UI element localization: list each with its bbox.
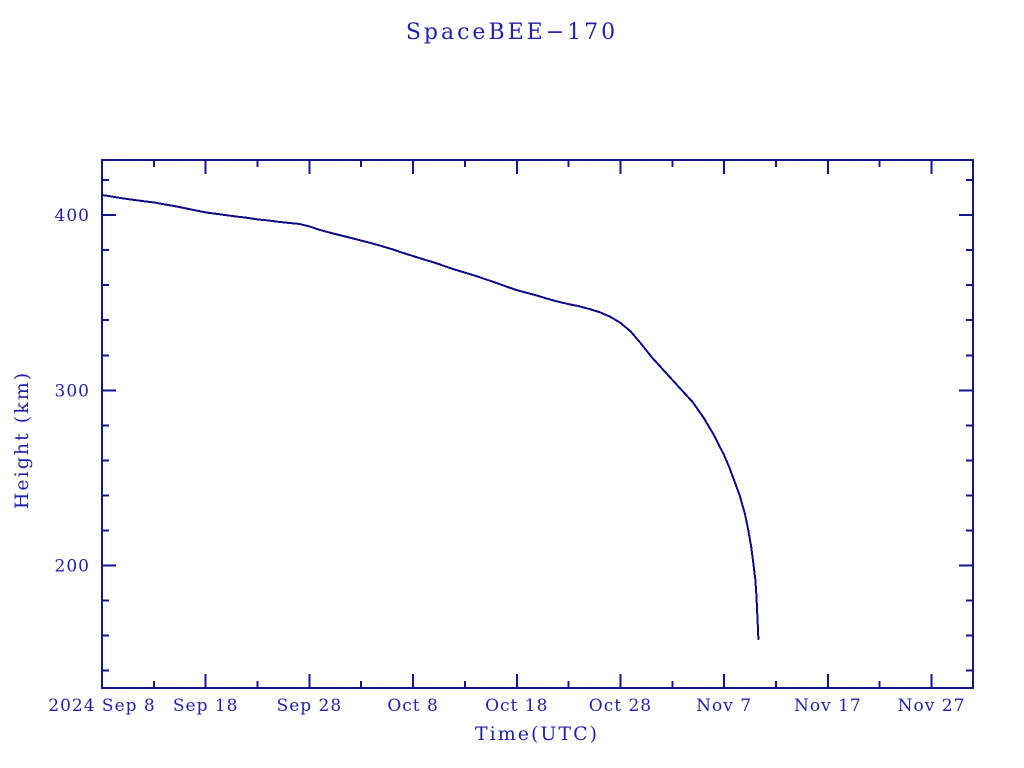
x-tick-label: Sep 28 <box>277 696 343 716</box>
x-tick-label: Sep 18 <box>173 696 239 716</box>
x-tick-label: Nov 17 <box>794 696 862 716</box>
x-tick-label: Nov 27 <box>898 696 966 716</box>
y-axis-title: Height (km) <box>11 371 33 509</box>
x-tick-label: 2024 Sep 8 <box>48 696 155 716</box>
x-axis-title: Time(UTC) <box>475 723 599 745</box>
decay-curve <box>101 194 760 640</box>
axis-tick-labels: 2024 Sep 8 Sep 18 Sep 28 Oct 8 Oct 18 Oct 28 N… <box>48 206 966 716</box>
x-tick-label: Oct 18 <box>485 696 548 716</box>
x-tick-label: Oct 28 <box>589 696 652 716</box>
y-tick-label: 300 <box>55 381 90 401</box>
plot-frame <box>101 159 974 689</box>
chart-title: SpaceBEE−170 <box>406 20 618 45</box>
y-tick-label: 200 <box>55 556 90 576</box>
axis-ticks <box>101 160 973 688</box>
x-tick-label: Nov 7 <box>696 696 752 716</box>
y-tick-label: 400 <box>55 206 90 226</box>
x-tick-label: Oct 8 <box>387 696 439 716</box>
